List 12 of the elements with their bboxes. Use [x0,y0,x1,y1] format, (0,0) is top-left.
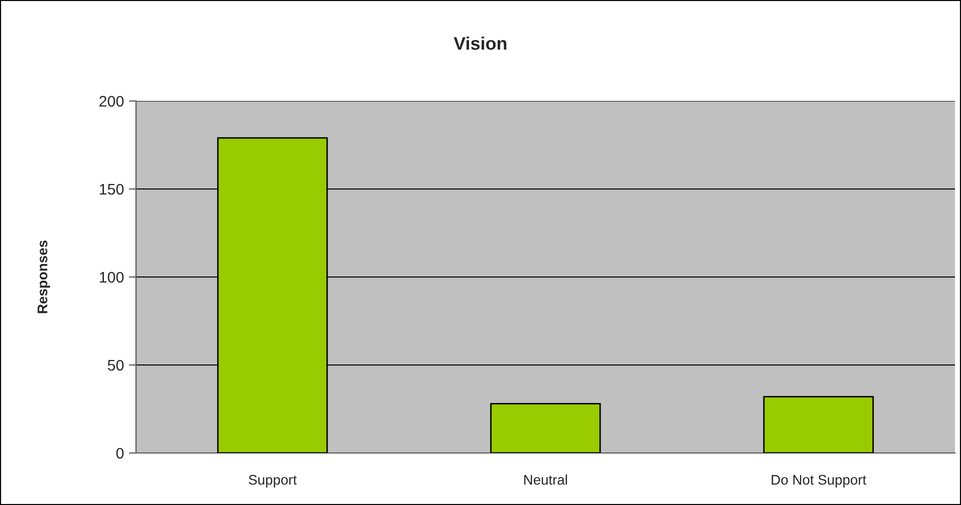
x-tick-label: Support [248,474,297,488]
bar [763,396,874,453]
chart-title: Vision [454,36,506,50]
y-tick-label: 50 [108,360,124,371]
y-tick-label: 0 [116,448,124,459]
bar [490,403,601,453]
y-tick-label: 200 [99,96,124,107]
y-tick-label: 150 [100,184,124,195]
x-tick-label: Neutral [524,474,567,485]
x-tick-label: Do Not Support [772,474,866,488]
y-axis-title: Responses [38,240,50,314]
y-tick-label: 100 [100,272,124,283]
